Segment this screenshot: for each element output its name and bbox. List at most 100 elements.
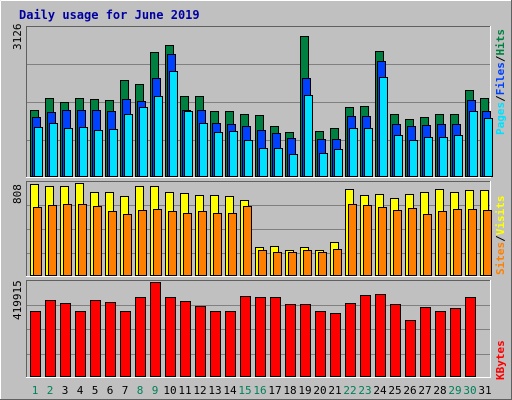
day-label: 2 xyxy=(47,384,54,397)
kbytes-bar-kbytes-day-14 xyxy=(225,311,236,377)
legend-sep-2: / xyxy=(494,55,507,62)
visits-bar-sites-day-11 xyxy=(183,213,192,276)
day-label: 8 xyxy=(137,384,144,397)
visits-panel xyxy=(26,181,492,277)
legend-visits: Visits xyxy=(494,196,507,236)
visits-bar-sites-day-24 xyxy=(378,207,387,276)
visits-bar-sites-day-9 xyxy=(153,209,162,276)
chart-title: Daily usage for June 2019 xyxy=(19,8,200,22)
legend-sep-1: / xyxy=(494,95,507,102)
day-label: 10 xyxy=(163,384,176,397)
visits-bar-sites-day-16 xyxy=(258,250,267,276)
kbytes-bar-kbytes-day-17 xyxy=(270,297,281,377)
day-labels: 1 2 3 4 5 6 7 8 9 10 11 12 13 14 15 16 17 18 19 20 21 22 23 24 2… xyxy=(32,384,492,397)
traffic-bar-pages-day-21 xyxy=(334,149,343,177)
visits-bar-sites-day-8 xyxy=(138,210,147,276)
traffic-bar-pages-day-7 xyxy=(124,114,133,177)
visits-bar-sites-day-21 xyxy=(333,249,342,276)
kbytes-bar-kbytes-day-29 xyxy=(450,308,461,377)
visits-bar-sites-day-29 xyxy=(453,209,462,276)
traffic-bar-pages-day-26 xyxy=(409,140,418,177)
visits-bar-sites-day-31 xyxy=(483,210,492,276)
kbytes-bar-kbytes-day-8 xyxy=(135,297,146,377)
visits-bar-sites-day-26 xyxy=(408,208,417,276)
kbytes-bar-kbytes-day-15 xyxy=(240,296,251,377)
day-label: 26 xyxy=(403,384,416,397)
traffic-bar-pages-day-27 xyxy=(424,137,433,177)
visits-bar-sites-day-12 xyxy=(198,211,207,276)
traffic-bar-pages-day-13 xyxy=(214,132,223,177)
traffic-bar-pages-day-17 xyxy=(274,148,283,177)
visits-bar-sites-day-10 xyxy=(168,211,177,276)
legend-sep-3: / xyxy=(494,235,507,242)
day-label: 7 xyxy=(122,384,129,397)
traffic-bar-pages-day-16 xyxy=(259,148,268,177)
visits-bar-sites-day-25 xyxy=(393,210,402,276)
traffic-bar-pages-day-2 xyxy=(49,123,58,177)
visits-bar-sites-day-15 xyxy=(243,206,252,276)
traffic-bar-pages-day-22 xyxy=(349,128,358,177)
traffic-bar-pages-day-11 xyxy=(184,111,193,177)
kbytes-bar-kbytes-day-1 xyxy=(30,311,41,377)
traffic-bar-pages-day-12 xyxy=(199,123,208,177)
day-label: 20 xyxy=(313,384,326,397)
traffic-bar-pages-day-19 xyxy=(304,95,313,177)
visits-bar-sites-day-1 xyxy=(33,207,42,276)
kbytes-bar-kbytes-day-2 xyxy=(45,300,56,377)
kbytes-bar-kbytes-day-3 xyxy=(60,303,71,377)
kbytes-panel xyxy=(26,280,491,378)
visits-bar-sites-day-28 xyxy=(438,211,447,276)
legend-files: Files xyxy=(494,62,507,95)
traffic-bar-pages-day-3 xyxy=(64,128,73,177)
traffic-bar-pages-day-9 xyxy=(154,96,163,177)
day-label: 15 xyxy=(238,384,251,397)
kbytes-bar-kbytes-day-28 xyxy=(435,311,446,377)
visits-bar-sites-day-19 xyxy=(303,250,312,276)
kbytes-bar-kbytes-day-23 xyxy=(360,295,371,377)
traffic-bar-pages-day-30 xyxy=(469,111,478,177)
kbytes-legend: KBytes xyxy=(494,340,507,380)
day-label: 19 xyxy=(298,384,311,397)
day-label: 24 xyxy=(373,384,387,397)
visits-bar-sites-day-13 xyxy=(213,213,222,276)
traffic-bar-pages-day-23 xyxy=(364,128,373,177)
day-label: 1 xyxy=(32,384,39,397)
visits-max-label: 808 xyxy=(11,184,24,204)
traffic-bar-pages-day-29 xyxy=(454,135,463,177)
traffic-bar-pages-day-15 xyxy=(244,140,253,177)
visits-bar-sites-day-2 xyxy=(48,205,57,276)
visits-bar-sites-day-6 xyxy=(108,211,117,276)
visits-bar-sites-day-14 xyxy=(228,213,237,276)
kbytes-bar-kbytes-day-12 xyxy=(195,306,206,377)
traffic-bar-pages-day-31 xyxy=(484,118,493,177)
visits-bar-sites-day-3 xyxy=(63,204,72,276)
kbytes-bar-kbytes-day-20 xyxy=(315,311,326,377)
day-label: 18 xyxy=(283,384,296,397)
day-label: 4 xyxy=(77,384,84,397)
day-label: 16 xyxy=(253,384,266,397)
kbytes-bar-kbytes-day-30 xyxy=(465,297,476,377)
traffic-bar-pages-day-4 xyxy=(79,127,88,177)
kbytes-bar-kbytes-day-11 xyxy=(180,301,191,377)
day-label: 13 xyxy=(208,384,221,397)
traffic-bar-pages-day-10 xyxy=(169,71,178,177)
day-label: 9 xyxy=(152,384,159,397)
kbytes-bar-kbytes-day-22 xyxy=(345,303,356,377)
visits-bar-sites-day-5 xyxy=(93,206,102,276)
traffic-bar-pages-day-20 xyxy=(319,153,328,177)
visits-bar-sites-day-7 xyxy=(123,214,132,276)
traffic-bar-pages-day-6 xyxy=(109,129,118,177)
kbytes-bar-kbytes-day-7 xyxy=(120,311,131,377)
kbytes-bar-kbytes-day-24 xyxy=(375,294,386,377)
day-label: 27 xyxy=(418,384,431,397)
visits-bar-sites-day-4 xyxy=(78,204,87,276)
traffic-max-label: 3126 xyxy=(11,24,24,51)
visits-bar-sites-day-22 xyxy=(348,204,357,276)
day-label: 12 xyxy=(193,384,206,397)
legend-sites: Sites xyxy=(494,242,507,275)
kbytes-bar-kbytes-day-18 xyxy=(285,304,296,377)
traffic-bar-pages-day-18 xyxy=(289,154,298,177)
traffic-bar-pages-day-24 xyxy=(379,77,388,177)
traffic-legend: Pages/Files/Hits xyxy=(494,29,507,135)
